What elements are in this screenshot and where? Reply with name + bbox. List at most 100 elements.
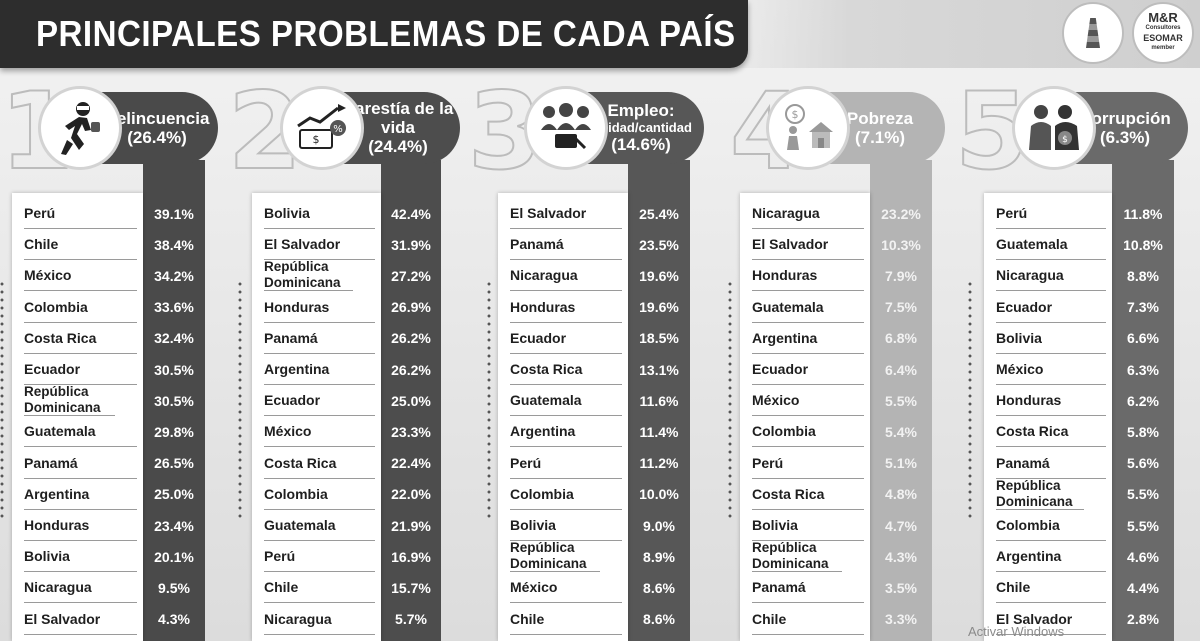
ranking-row: Argentina 26.2% — [264, 354, 441, 385]
ranking-row: Guatemala 7.5% — [752, 292, 932, 323]
country-name: República Dominicana — [510, 540, 600, 573]
ranking-row: Ecuador 18.5% — [510, 323, 690, 354]
ranking-row: Honduras 6.2% — [996, 385, 1174, 417]
ranking-row: República Dominicana 27.2% — [264, 259, 441, 292]
country-percent: 3.5% — [885, 579, 917, 596]
country-percent: 33.6% — [154, 299, 194, 316]
country-percent: 13.1% — [639, 361, 679, 378]
ranking-row: El Salvador 2.8% — [996, 604, 1174, 635]
country-name: Costa Rica — [996, 416, 1106, 448]
lighthouse-logo-icon — [1062, 2, 1124, 64]
value-column — [381, 160, 441, 641]
country-percent: 23.3% — [391, 423, 431, 440]
country-name: Ecuador — [24, 354, 137, 385]
country-percent: 38.4% — [154, 236, 194, 253]
country-name: República Dominicana — [996, 478, 1084, 510]
country-name: Chile — [24, 229, 137, 261]
ranking-row: Colombia 10.0% — [510, 479, 690, 510]
ranking-row: Ecuador 25.0% — [264, 385, 441, 417]
country-percent: 8.6% — [643, 579, 675, 596]
ranking-row: Honduras 23.4% — [24, 510, 205, 541]
country-name: Bolivia — [24, 541, 137, 573]
country-name: Panamá — [996, 448, 1106, 479]
ranking-row: Colombia 22.0% — [264, 479, 441, 510]
country-name: Costa Rica — [752, 479, 864, 510]
country-percent: 7.5% — [885, 299, 917, 316]
ranking-row: Panamá 26.5% — [24, 448, 205, 479]
ranking-row: Argentina 11.4% — [510, 416, 690, 448]
category-percent: (24.4%) — [368, 137, 428, 156]
country-percent: 29.8% — [154, 423, 194, 440]
category-percent: (14.6%) — [611, 135, 671, 154]
country-percent: 23.5% — [639, 236, 679, 253]
value-column — [1112, 160, 1174, 641]
country-percent: 4.8% — [885, 486, 917, 503]
country-name: México — [264, 416, 375, 448]
country-name: Ecuador — [996, 292, 1106, 323]
dotted-divider — [968, 280, 972, 520]
workers-group-icon — [524, 86, 608, 170]
country-name: Honduras — [996, 385, 1106, 417]
poor-house-icon: $ — [766, 86, 850, 170]
ranking-row: Ecuador 30.5% — [24, 354, 205, 385]
ranking-row: Costa Rica 22.4% — [264, 448, 441, 479]
ranking-row: Panamá 5.6% — [996, 448, 1174, 479]
ranking-row: Chile 38.4% — [24, 229, 205, 261]
ranking-row: República Dominicana 5.5% — [996, 478, 1174, 510]
country-percent: 11.6% — [639, 392, 679, 409]
country-percent: 42.4% — [391, 205, 431, 222]
country-percent: 25.0% — [391, 392, 431, 409]
country-name: Nicaragua — [24, 572, 137, 604]
country-percent: 31.9% — [391, 236, 431, 253]
ranking-row: México 5.5% — [752, 385, 932, 417]
country-name: Colombia — [264, 479, 375, 510]
country-percent: 4.4% — [1127, 579, 1159, 596]
country-percent: 6.4% — [885, 361, 917, 378]
country-percent: 8.6% — [643, 611, 675, 628]
country-name: Colombia — [752, 416, 864, 448]
country-name: Costa Rica — [264, 448, 375, 479]
ranking-row: República Dominicana 4.3% — [752, 540, 932, 573]
ranking-row: Argentina 4.6% — [996, 541, 1174, 573]
ranking-row: Perú 39.1% — [24, 198, 205, 229]
category-name: Empleo: — [607, 101, 675, 120]
ranking-row: Chile 8.6% — [510, 604, 690, 635]
ranking-row: México 23.3% — [264, 416, 441, 448]
country-name: Perú — [996, 198, 1106, 229]
rising-prices-icon: $% — [280, 86, 364, 170]
ranking-row: Costa Rica 4.8% — [752, 479, 932, 510]
country-percent: 5.7% — [395, 611, 427, 628]
ranking-row: Bolivia 9.0% — [510, 510, 690, 541]
country-name: Guatemala — [752, 292, 864, 323]
country-percent: 6.6% — [1127, 330, 1159, 347]
logo-line: M&R — [1148, 10, 1178, 25]
country-percent: 26.5% — [154, 455, 194, 472]
ranking-row: Honduras 19.6% — [510, 292, 690, 323]
dotted-divider — [487, 280, 491, 520]
country-name: Panamá — [24, 448, 137, 479]
ranking-row: México 34.2% — [24, 260, 205, 292]
country-percent: 10.8% — [1123, 236, 1163, 253]
country-percent: 11.4% — [639, 423, 679, 440]
ranking-panel — [498, 193, 628, 641]
ranking-row: Ecuador 6.4% — [752, 354, 932, 385]
country-percent: 30.5% — [154, 392, 194, 409]
country-percent: 19.6% — [639, 267, 679, 284]
country-name: Guatemala — [996, 229, 1106, 261]
country-name: Nicaragua — [996, 260, 1106, 292]
ranking-row: Bolivia 6.6% — [996, 323, 1174, 354]
country-name: Chile — [996, 572, 1106, 604]
ranking-row: Argentina 25.0% — [24, 479, 205, 510]
country-percent: 39.1% — [154, 205, 194, 222]
thief-running-icon — [38, 86, 122, 170]
country-percent: 2.8% — [1127, 611, 1159, 628]
country-percent: 4.3% — [158, 611, 190, 628]
country-name: Costa Rica — [510, 354, 622, 385]
country-name: Nicaragua — [264, 604, 375, 635]
ranking-row: Colombia 5.5% — [996, 510, 1174, 541]
value-column — [143, 160, 205, 641]
country-name: Argentina — [264, 354, 375, 385]
ranking-row: Nicaragua 23.2% — [752, 198, 932, 229]
country-name: Bolivia — [996, 323, 1106, 354]
country-percent: 15.7% — [391, 579, 431, 596]
